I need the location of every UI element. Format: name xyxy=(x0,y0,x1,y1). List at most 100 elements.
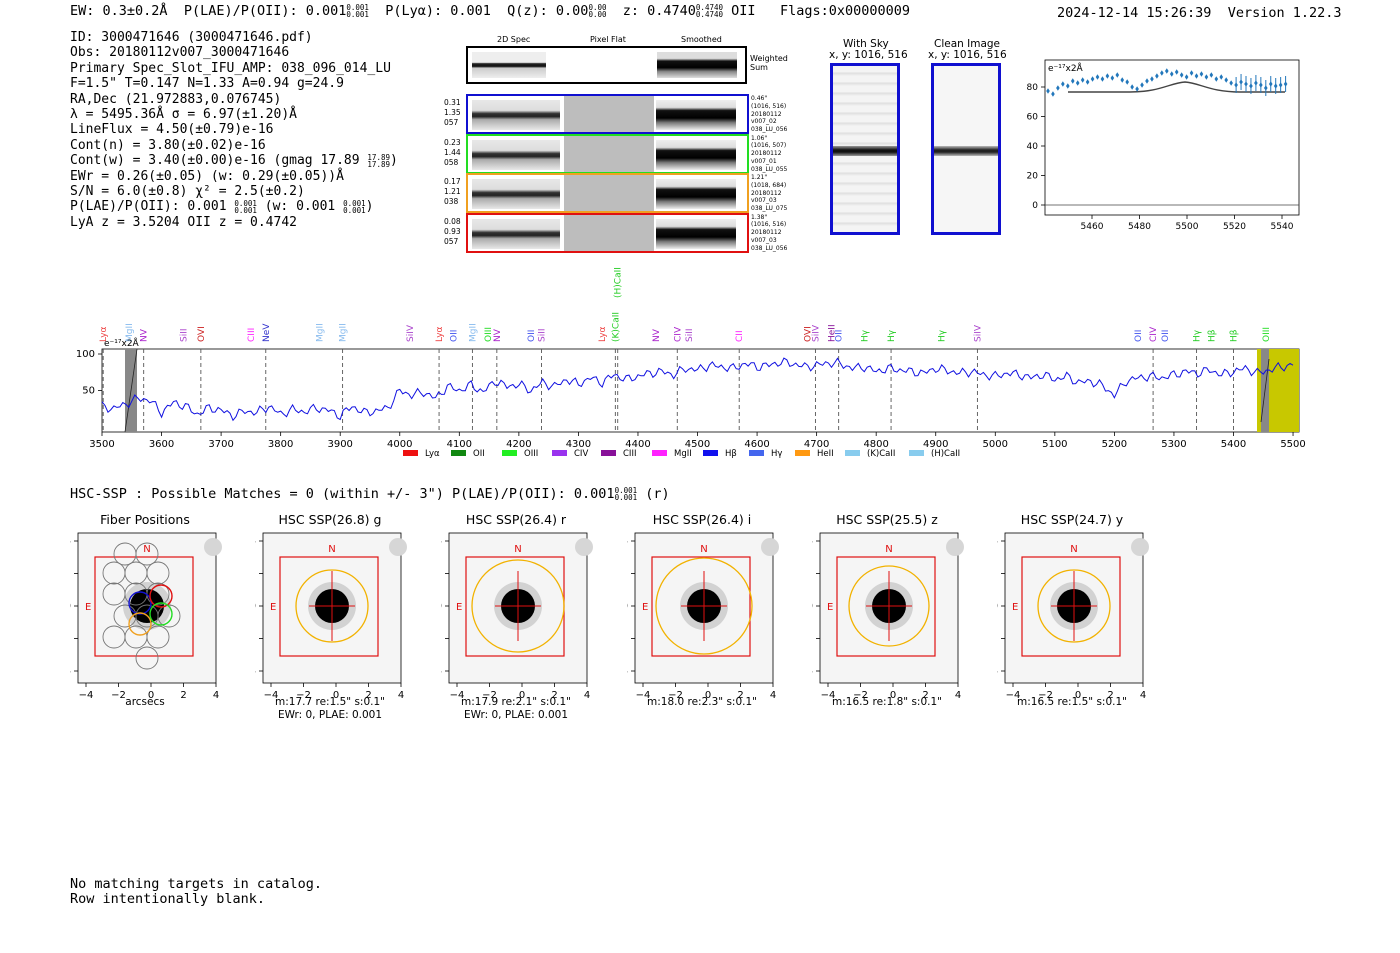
hsc-stamp-ytick-label: −2 xyxy=(255,634,256,645)
hsc-stamp-ytick-label: 2 xyxy=(627,569,628,580)
hsc-stamp-title: HSC SSP(26.8) g xyxy=(278,512,382,527)
clean-xy: x, y: 1016, 516 xyxy=(928,49,1007,61)
hsc-title-hi: 0.001 xyxy=(614,486,638,495)
spectrum-legend-entry: HeII xyxy=(795,449,834,459)
hsc-stamp-xtick-label: −2 xyxy=(668,690,683,701)
hsc-stamp-xtick-label: 2 xyxy=(180,690,186,701)
spectrum-legend-swatch xyxy=(403,450,418,456)
hsc-stamp-ytick-label: 2 xyxy=(812,569,813,580)
spectrum-xtick-label: 4000 xyxy=(387,439,412,450)
line-fit-point xyxy=(1095,74,1100,80)
spectrum-line-label: Lyα xyxy=(598,326,608,342)
hsc-stamp-caption: m:17.9 re:2.1" s:0.1" xyxy=(461,696,571,708)
spectrum-legend-entry: Hγ xyxy=(749,449,782,459)
spectrum-line-label: OII xyxy=(449,330,459,342)
hsc-stamp: HSC SSP(26.8) gNE−4−2024420−2−4m:17.7 re… xyxy=(255,512,440,722)
fiber-circle xyxy=(146,625,170,649)
cutout-row-left-stats: 0.17 1.21 038 xyxy=(444,177,461,207)
hsc-stamp-xtick-label: 2 xyxy=(551,690,557,701)
cutout-row-right-value: 20180112 xyxy=(751,189,782,197)
cutout-row-left-value: 0.93 xyxy=(444,226,461,236)
hsc-stamp-ytick-label: 0 xyxy=(812,601,813,612)
info-plae-w: (w: 0.001 xyxy=(264,199,336,215)
cutout-row-right-value: 038_LU_075 xyxy=(751,205,788,213)
hsc-stamp-ytick-label: 0 xyxy=(997,601,998,612)
spectrum-legend-entry: (H)CaII xyxy=(909,449,960,459)
clean-panel xyxy=(931,63,1001,235)
spectrum-legend-label: Hβ xyxy=(725,449,737,459)
hsc-stamp-xtick-label: 0 xyxy=(705,690,711,701)
cutout-row-right-meta: 1.38" (1016, 516) 20180112 v007_03 038_LU_05… xyxy=(751,214,787,253)
hsc-title-lo: 0.001 xyxy=(614,493,638,502)
line-fit-point xyxy=(1239,74,1243,90)
header-plya: P(Lyα): 0.001 xyxy=(385,3,491,19)
cutout-row-right-value: v007_02 xyxy=(751,118,777,126)
hsc-stamp-aperture-box xyxy=(1021,556,1121,657)
info-contw-row: Cont(w) = 3.40(±0.00)e-16 (gmag 17.89 17… xyxy=(70,152,398,169)
spectrum-legend-label: HeII xyxy=(817,449,834,459)
header-line: EW: 0.3±0.2Å P(LAE)/P(OII): 0.001 0.001 0.… xyxy=(70,3,910,19)
cutout-row-panel xyxy=(466,133,749,174)
hsc-stamp-xtick-label: −4 xyxy=(264,690,279,701)
info-plae-lo: 0.001 xyxy=(234,205,257,215)
hsc-stamp-title: Fiber Positions xyxy=(100,512,190,527)
cutout-flat-strip xyxy=(564,175,654,211)
cutout-row-left-value: 058 xyxy=(444,157,459,167)
cutout-row-panel xyxy=(466,212,749,253)
hsc-stamp-caption: m:18.0 re:2.3" s:0.1" xyxy=(647,696,757,708)
cutout-row-right-value: 038_LU_056 xyxy=(751,126,788,134)
cutout-row-left-value: 1.44 xyxy=(444,147,461,157)
info-plae: P(LAE)/P(OII): 0.001 xyxy=(70,199,227,215)
spectrum-legend-entry: OII xyxy=(451,449,485,459)
fiber-circle xyxy=(135,646,159,670)
hsc-stamp-ytick-label: −4 xyxy=(441,666,442,677)
spectrum-line-label: Lyα xyxy=(99,326,109,342)
hsc-stamp-east: E xyxy=(642,602,648,613)
spectrum-xticks: 3500 3600 3700 3800 3900 4000 4100 4200 4300 4400… xyxy=(89,432,1306,450)
hsc-stamp-xtick-label: 4 xyxy=(213,690,219,701)
info-radec: RA,Dec (21.972883,0.076745) xyxy=(70,91,282,107)
line-fit-point xyxy=(1110,75,1115,81)
cutout-row-right-value: 038_LU_055 xyxy=(751,165,788,173)
spectrum-line-label: CIII xyxy=(247,328,257,342)
hsc-stamp-ytick-label: 2 xyxy=(255,569,256,580)
spectrum-line-label: (K)CaII xyxy=(611,312,621,342)
header-timestamp: 2024-12-14 15:26:39 xyxy=(1057,5,1212,21)
hsc-stamp-xtick-label: 2 xyxy=(1107,690,1113,701)
spectrum-line-label: SiIV xyxy=(811,324,821,342)
line-fit-point xyxy=(1249,78,1253,94)
hsc-stamp-east: E xyxy=(85,602,91,613)
spectrum-xtick-label: 4800 xyxy=(863,439,888,450)
hsc-stamp-neighbor xyxy=(389,538,407,556)
hsc-stamp-ytick-label: 4 xyxy=(997,536,998,547)
hsc-stamp-caption: m:17.7 re:1.5" s:0.1" xyxy=(275,696,385,708)
with-sky-panel xyxy=(830,63,900,235)
spectrum-line-label: CII xyxy=(735,330,745,342)
spectrum-unit: e⁻¹⁷x2Å xyxy=(104,337,140,349)
line-fit-ytick-label: 80 xyxy=(1027,83,1039,93)
line-fit-point xyxy=(1209,72,1214,78)
with-sky-label: With Sky xyxy=(843,38,889,50)
hsc-stamp-title: HSC SSP(25.5) z xyxy=(836,512,938,527)
hsc-stamp-xtick-label: 2 xyxy=(737,690,743,701)
info-lyaz: LyA z = 3.5204 OII z = 0.4742 xyxy=(70,214,297,230)
info-plae-hi: 0.001 xyxy=(234,198,257,208)
cutout-flat-strip xyxy=(564,135,654,172)
hsc-stamp: HSC SSP(25.5) zNE−4−2024420−2−4m:16.5 re… xyxy=(812,512,997,722)
line-fit-points xyxy=(1046,68,1288,97)
line-fit-xtick-label: 5520 xyxy=(1223,222,1246,232)
line-fit-point xyxy=(1254,75,1258,91)
hsc-stamp-xtick-label: 0 xyxy=(148,690,154,701)
info-sn: S/N = 6.0(±0.8) χ² = 2.5(±0.2) xyxy=(70,183,305,199)
hsc-stamp-ytick-label: 0 xyxy=(70,601,71,612)
cutout-row-left-value: 0.31 xyxy=(444,98,461,107)
hsc-stamp-xtick-label: −4 xyxy=(1006,690,1021,701)
cutout-row-left-stats: 0.31 1.35 057 xyxy=(444,98,461,128)
spectrum-xtick-label: 3800 xyxy=(268,439,293,450)
spectrum-legend-swatch xyxy=(909,450,924,456)
line-fit-point xyxy=(1165,68,1169,74)
spectrum-line-label: OIII xyxy=(1262,327,1272,342)
hsc-stamp-ytick-label: −2 xyxy=(70,634,71,645)
hsc-stamp-ytick-label: −4 xyxy=(255,666,256,677)
spectrum-xtick-label: 5200 xyxy=(1102,439,1127,450)
